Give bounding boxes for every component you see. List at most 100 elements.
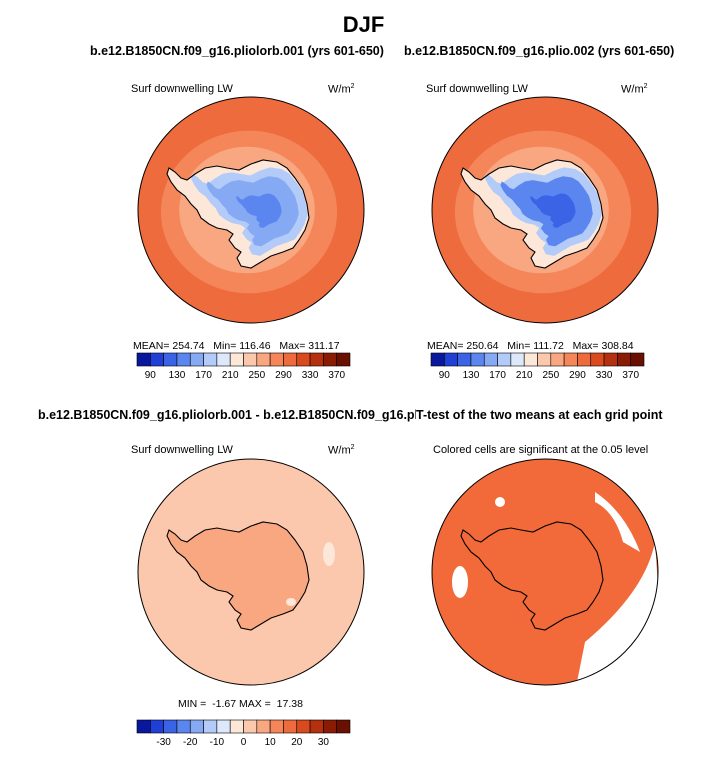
map-border-4 [431, 458, 659, 686]
colorbar-tick-label: -20 [183, 737, 198, 748]
colorbar-cell [590, 352, 605, 367]
colorbar-tick-label: 210 [222, 370, 239, 381]
map-3 [138, 459, 364, 685]
colorbar-cell [163, 719, 178, 734]
colorbar-cell [323, 719, 337, 734]
panel3-title: b.e12.B1850CN.f09_g16.pliolorb.001 - b.e… [38, 408, 454, 422]
field-not-significant-4 [495, 497, 505, 507]
colorbar-tick-label: 90 [145, 370, 157, 381]
panel1-stats: MEAN= 254.74 Min= 116.46 Max= 311.17 [133, 340, 340, 352]
colorbar-tick-label: 90 [439, 370, 451, 381]
colorbar-1: 90 130 170 210 250 290 330 370 [136, 352, 351, 381]
panel1-variable: Surf downwelling LW [131, 83, 233, 95]
colorbar-cell [243, 719, 258, 734]
colorbar-tick-label: 250 [542, 370, 559, 381]
panel1-title: b.e12.B1850CN.f09_g16.pliolorb.001 (yrs … [90, 44, 384, 58]
colorbar-cell [430, 352, 445, 367]
colorbar-tick-label: 250 [248, 370, 265, 381]
colorbar-cell [243, 352, 258, 367]
colorbar-cell [510, 352, 525, 367]
colorbar-cell [229, 719, 244, 734]
colorbar-cell [203, 719, 218, 734]
colorbar-tick-label: 30 [318, 737, 330, 748]
colorbar-tick-label: 290 [569, 370, 586, 381]
colorbar-tick-label: 10 [265, 737, 277, 748]
colorbar-tick-label: 210 [516, 370, 533, 381]
colorbar-tick-label: 330 [302, 370, 319, 381]
colorbar-cell [189, 352, 204, 367]
colorbar-cell [483, 352, 498, 367]
panel2-units: W/m2 [621, 83, 648, 96]
colorbar-2: 90 130 170 210 250 290 330 370 [430, 352, 645, 381]
panel1-units: W/m2 [328, 83, 355, 96]
colorbar-cell [497, 352, 512, 367]
map-2 [432, 97, 658, 323]
panel3-variable: Surf downwelling LW [131, 444, 233, 456]
colorbar-tick-label: -10 [210, 737, 225, 748]
colorbar-cell [283, 719, 298, 734]
colorbar-3: -30 -20 -10 0 10 20 30 [136, 719, 351, 748]
colorbar-cell [537, 352, 552, 367]
colorbar-cell [176, 719, 191, 734]
colorbar-cell [577, 352, 592, 367]
panel2-variable: Surf downwelling LW [426, 83, 528, 95]
colorbar-cell [336, 352, 351, 367]
map-border-1 [137, 96, 365, 324]
colorbar-tick-label: 370 [328, 370, 345, 381]
colorbar-cell [216, 719, 231, 734]
panel4-title: T-test of the two means at each grid poi… [416, 408, 663, 422]
colorbar-cell [309, 719, 324, 734]
panel3-stats: MIN = -1.67 MAX = 17.38 [178, 698, 303, 710]
colorbar-tick-label: 370 [622, 370, 639, 381]
map-border-3 [137, 458, 365, 686]
colorbar-cell [444, 352, 458, 367]
colorbar-cell [163, 352, 178, 367]
colorbar-cell [136, 352, 151, 367]
colorbar-tick-label: 170 [195, 370, 212, 381]
colorbar-cell [189, 719, 204, 734]
colorbar-cell [309, 352, 324, 367]
colorbar-cell [150, 719, 164, 734]
colorbar-cell [256, 352, 271, 367]
colorbar-tick-label: 130 [463, 370, 480, 381]
colorbar-cell [203, 352, 218, 367]
colorbar-cell [550, 352, 565, 367]
colorbar-cell [150, 352, 164, 367]
colorbar-cell [216, 352, 231, 367]
colorbar-tick-label: 290 [275, 370, 292, 381]
colorbar-cell [457, 352, 472, 367]
colorbar-cell [617, 352, 631, 367]
colorbar-cell [269, 352, 284, 367]
colorbar-tick-label: 20 [291, 737, 303, 748]
colorbar-cell [229, 352, 244, 367]
colorbar-cell [323, 352, 337, 367]
colorbar-cell [603, 352, 618, 367]
panel2-stats: MEAN= 250.64 Min= 111.72 Max= 308.84 [427, 340, 634, 352]
colorbar-tick-label: 170 [489, 370, 506, 381]
colorbar-cell [296, 352, 311, 367]
map-1 [138, 97, 364, 323]
panel4-subtitle: Colored cells are significant at the 0.0… [433, 444, 649, 456]
field-not-significant-2 [595, 492, 640, 552]
colorbar-cell [630, 352, 645, 367]
colorbar-cell [136, 719, 151, 734]
colorbar-cell [470, 352, 485, 367]
colorbar-cell [283, 352, 298, 367]
colorbar-tick-label: -30 [156, 737, 171, 748]
panel3-units: W/m2 [328, 444, 355, 457]
colorbar-cell [256, 719, 271, 734]
colorbar-cell [296, 719, 311, 734]
colorbar-cell [176, 352, 191, 367]
field-diff-patch-1 [323, 542, 335, 566]
colorbar-cell [269, 719, 284, 734]
colorbar-cell [523, 352, 538, 367]
colorbar-cell [336, 719, 351, 734]
field-not-significant-3 [452, 566, 468, 598]
colorbar-tick-label: 330 [596, 370, 613, 381]
colorbar-tick-label: 0 [241, 737, 247, 748]
panel2-title: b.e12.B1850CN.f09_g16.plio.002 (yrs 601-… [404, 44, 675, 58]
figure-title: DJF [342, 12, 385, 37]
map-4 [432, 459, 658, 685]
colorbar-tick-label: 130 [169, 370, 186, 381]
